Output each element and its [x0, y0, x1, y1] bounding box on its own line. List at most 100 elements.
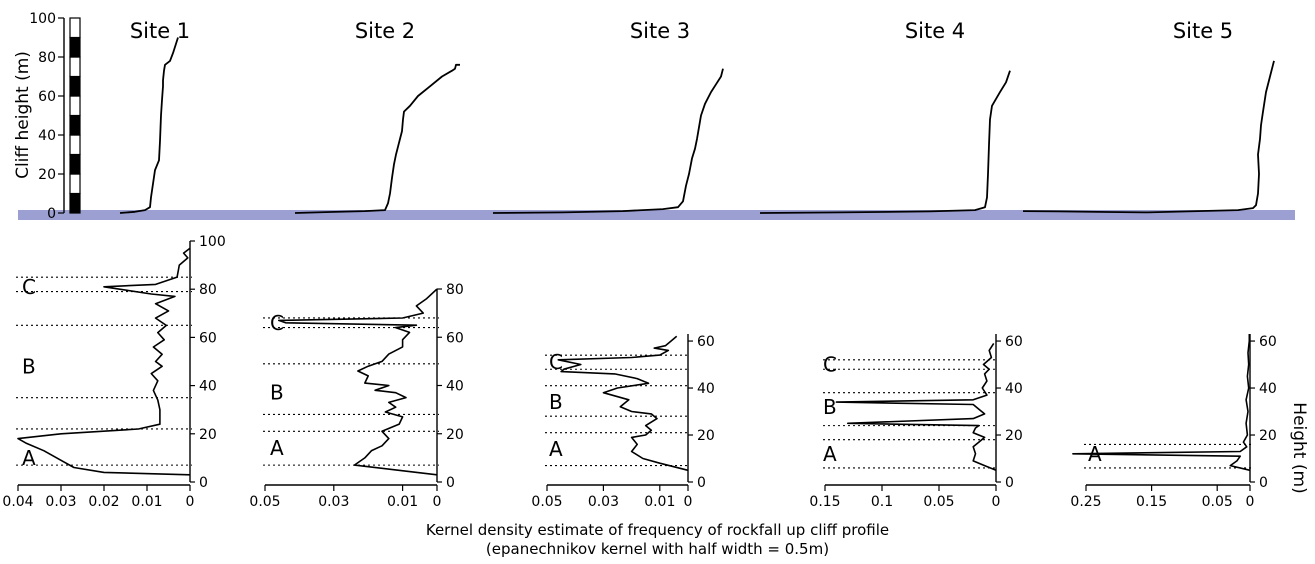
zone-label: A [823, 442, 837, 466]
density-height-tick-label: 40 [199, 379, 217, 395]
scale-bar-segment [69, 36, 81, 58]
density-height-tick-label: 20 [1005, 428, 1023, 444]
density-x-tick-label: 0.05 [1202, 494, 1233, 510]
density-x-tick-label: 0.04 [2, 494, 33, 510]
density-height-tick-label: 20 [446, 427, 464, 443]
caption-line-2: (epanechnikov kernel with half width = 0… [485, 540, 830, 558]
cliff-profile-line [759, 70, 1011, 214]
scale-bar-segment [69, 114, 81, 136]
site-title: Site 3 [630, 19, 690, 43]
density-height-tick-label: 0 [199, 475, 208, 491]
density-x-tick-label: 0.01 [387, 494, 418, 510]
density-height-tick-label: 0 [1259, 475, 1268, 491]
density-x-tick-label: 0.01 [131, 494, 162, 510]
density-height-axis-label: Height (m) [1289, 402, 1309, 493]
scale-bar-segment [69, 173, 81, 195]
density-curve [17, 247, 191, 476]
profile-height-axis: 0 20 40 60 80 100 [29, 11, 65, 222]
zone-label: A [270, 436, 284, 460]
scale-bar-segment [69, 17, 81, 39]
density-x-tick-label: 0.05 [249, 494, 280, 510]
density-panel: 0 20 40 60 0.15 0.1 0.05 0 ABC [809, 334, 1023, 510]
density-height-tick-label: 80 [446, 282, 464, 298]
cliff-profile-line [119, 37, 179, 214]
density-x-tick-label: 0.1 [871, 494, 893, 510]
density-height-tick-label: 40 [697, 381, 715, 397]
scale-bar [69, 17, 81, 214]
density-height-tick-label: 60 [446, 330, 464, 346]
density-x-tick-label: 0.02 [88, 494, 119, 510]
density-height-tick-label: 60 [199, 330, 217, 346]
density-x-tick-label: 0.15 [809, 494, 840, 510]
density-height-tick-label: 40 [1259, 381, 1277, 397]
density-curve [277, 288, 438, 476]
profile-y-axis-label: Cliff height (m) [13, 51, 33, 179]
density-x-tick-label: 0 [186, 494, 195, 510]
density-height-tick-label: 0 [446, 475, 455, 491]
density-x-tick-label: 0.05 [531, 494, 562, 510]
cliff-profile-line [492, 68, 724, 214]
scale-bar-segment [69, 192, 81, 214]
site-title: Site 4 [905, 19, 965, 43]
profile-axis-tick-label: 20 [38, 167, 56, 183]
site-title: Site 2 [355, 19, 415, 43]
profile-axis-tick-label: 60 [38, 89, 56, 105]
profile-axis-tick-label: 80 [38, 50, 56, 66]
zone-label: A [549, 437, 563, 461]
density-panel: 0 20 40 60 80 100 0.04 0.03 0.02 0.01 0 A B C [2, 234, 225, 510]
density-height-tick-label: 20 [199, 427, 217, 443]
density-height-tick-label: 0 [1005, 475, 1014, 491]
zone-label: B [823, 395, 837, 419]
density-x-tick-label: 0.15 [1136, 494, 1167, 510]
zone-label: C [22, 275, 36, 299]
density-x-tick-label: 0 [684, 494, 693, 510]
density-panel: 0 20 40 60 80 0.05 0.03 0.01 0 A B C [249, 282, 463, 510]
scale-bar-segment [69, 95, 81, 117]
zone-label: A [22, 446, 36, 470]
density-x-tick-label: 0.25 [1070, 494, 1101, 510]
profile-axis-tick-label: 100 [29, 11, 56, 27]
density-height-tick-label: 0 [697, 475, 706, 491]
density-x-tick-label: 0.01 [644, 494, 675, 510]
density-height-tick-label: 40 [1005, 381, 1023, 397]
profile-axis-tick-label: 40 [38, 128, 56, 144]
density-height-tick-label: 60 [1259, 334, 1277, 350]
density-x-tick-label: 0.03 [318, 494, 349, 510]
density-x-tick-label: 0 [433, 494, 442, 510]
scale-bar-segment [69, 56, 81, 78]
cliff-profiles: Site 1 Site 2 Site 3 Site 4 Site 5 [119, 19, 1275, 214]
zone-label: C [549, 350, 563, 374]
density-x-tick-label: 0 [992, 494, 1001, 510]
site-title: Site 5 [1173, 19, 1233, 43]
profile-axis-tick-label: 0 [47, 206, 56, 222]
ground-band [18, 210, 1295, 220]
zone-label: B [22, 354, 36, 378]
density-curve [557, 335, 689, 472]
scale-bar-segment [69, 134, 81, 156]
density-height-tick-label: 60 [1005, 334, 1023, 350]
density-x-tick-label: 0 [1246, 494, 1255, 510]
density-curve [1072, 334, 1251, 472]
caption-line-1: Kernel density estimate of frequency of … [425, 521, 890, 539]
density-x-tick-label: 0.05 [923, 494, 954, 510]
density-height-tick-label: 80 [199, 282, 217, 298]
site-title: Site 1 [130, 19, 190, 43]
density-height-tick-label: 20 [697, 428, 715, 444]
scale-bar-segment [69, 75, 81, 97]
density-height-tick-label: 100 [199, 234, 226, 250]
zone-label: B [549, 390, 563, 414]
zone-label: A [1088, 442, 1102, 466]
cliff-profile-line [294, 63, 460, 214]
density-height-tick-label: 40 [446, 379, 464, 395]
density-x-tick-label: 0.03 [45, 494, 76, 510]
density-panel: 0 20 40 60 0.25 0.15 0.05 0 A [1070, 334, 1277, 510]
density-panel: 0 20 40 60 0.05 0.03 0.01 0 ABC [531, 334, 715, 510]
zone-label: C [823, 353, 837, 377]
zone-label: C [270, 311, 284, 335]
density-x-tick-label: 0.03 [588, 494, 619, 510]
density-curve [835, 342, 997, 472]
zone-label: B [270, 381, 284, 405]
density-height-tick-label: 20 [1259, 428, 1277, 444]
